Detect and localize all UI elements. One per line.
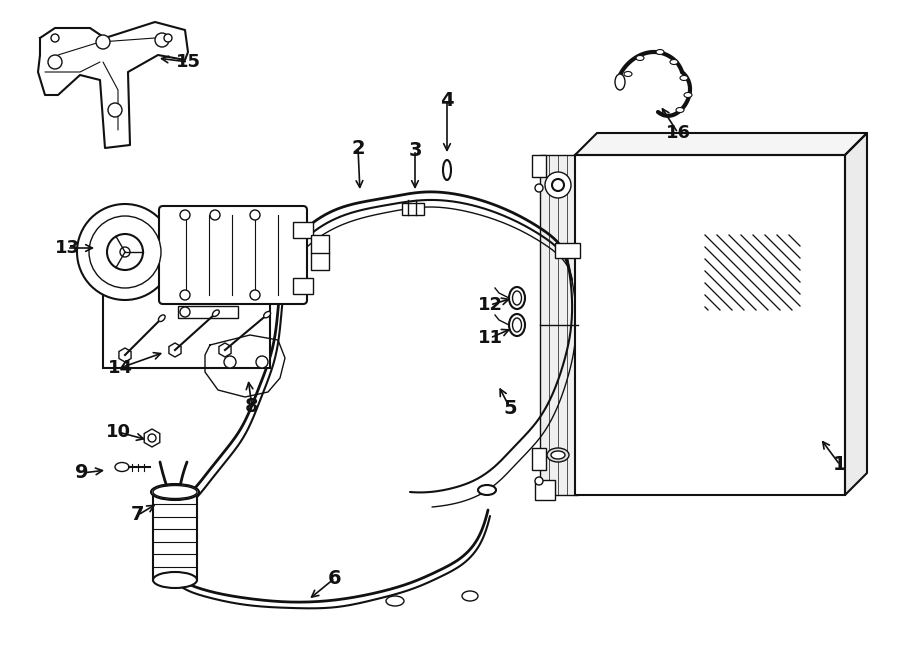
Ellipse shape: [624, 71, 632, 77]
Ellipse shape: [153, 485, 197, 498]
Ellipse shape: [386, 596, 404, 606]
Ellipse shape: [212, 310, 220, 317]
Circle shape: [535, 184, 543, 192]
Circle shape: [250, 290, 260, 300]
Ellipse shape: [680, 75, 688, 81]
Polygon shape: [205, 335, 285, 397]
Circle shape: [224, 356, 236, 368]
Ellipse shape: [636, 56, 644, 61]
Ellipse shape: [462, 591, 478, 601]
Text: 4: 4: [440, 91, 454, 110]
Ellipse shape: [551, 451, 565, 459]
Text: 16: 16: [665, 124, 690, 142]
Ellipse shape: [151, 484, 199, 500]
Circle shape: [51, 34, 59, 42]
Text: 12: 12: [478, 296, 502, 314]
Circle shape: [107, 234, 143, 270]
Bar: [153, 492, 197, 580]
Bar: [575, 155, 845, 495]
Text: 3: 3: [409, 141, 422, 159]
Circle shape: [210, 210, 220, 220]
Ellipse shape: [670, 59, 678, 65]
Text: 5: 5: [503, 399, 517, 418]
Ellipse shape: [509, 314, 525, 336]
Ellipse shape: [656, 50, 664, 54]
Text: 7: 7: [131, 506, 145, 524]
Circle shape: [164, 34, 172, 42]
Polygon shape: [845, 133, 867, 495]
Circle shape: [48, 55, 62, 69]
Bar: [532, 448, 546, 470]
Ellipse shape: [443, 160, 451, 180]
Ellipse shape: [547, 448, 569, 462]
Polygon shape: [575, 133, 867, 155]
Bar: [402, 203, 424, 215]
Ellipse shape: [512, 318, 521, 332]
Circle shape: [180, 307, 190, 317]
Bar: [555, 243, 580, 258]
Circle shape: [180, 290, 190, 300]
Circle shape: [77, 204, 173, 300]
Ellipse shape: [512, 291, 521, 305]
Bar: [535, 480, 555, 500]
Text: 8: 8: [245, 397, 259, 416]
Text: 9: 9: [76, 463, 89, 483]
Bar: [103, 285, 270, 368]
Circle shape: [552, 179, 564, 191]
Text: 6: 6: [328, 568, 342, 588]
Polygon shape: [38, 22, 188, 148]
FancyBboxPatch shape: [159, 206, 307, 304]
Ellipse shape: [158, 315, 165, 321]
Circle shape: [155, 33, 169, 47]
Text: 1: 1: [833, 455, 847, 475]
Circle shape: [545, 172, 571, 198]
Bar: [293, 222, 313, 238]
Bar: [178, 306, 238, 318]
Text: 13: 13: [55, 239, 79, 257]
Ellipse shape: [115, 463, 129, 471]
Bar: [311, 235, 329, 270]
Text: 14: 14: [107, 359, 132, 377]
Ellipse shape: [684, 93, 692, 98]
Text: 11: 11: [478, 329, 502, 347]
Circle shape: [89, 216, 161, 288]
Circle shape: [148, 434, 156, 442]
Text: 15: 15: [176, 53, 201, 71]
Circle shape: [108, 103, 122, 117]
Circle shape: [256, 356, 268, 368]
Ellipse shape: [509, 287, 525, 309]
Circle shape: [250, 210, 260, 220]
Ellipse shape: [478, 485, 496, 495]
Ellipse shape: [615, 74, 625, 90]
Bar: [293, 278, 313, 294]
Ellipse shape: [153, 572, 197, 588]
Circle shape: [96, 35, 110, 49]
Circle shape: [535, 477, 543, 485]
Circle shape: [180, 210, 190, 220]
Text: 2: 2: [351, 139, 364, 157]
Ellipse shape: [676, 108, 684, 112]
Bar: [540, 155, 578, 495]
Bar: [532, 155, 546, 177]
Circle shape: [120, 247, 130, 257]
Ellipse shape: [264, 311, 271, 318]
Text: 10: 10: [105, 423, 130, 441]
